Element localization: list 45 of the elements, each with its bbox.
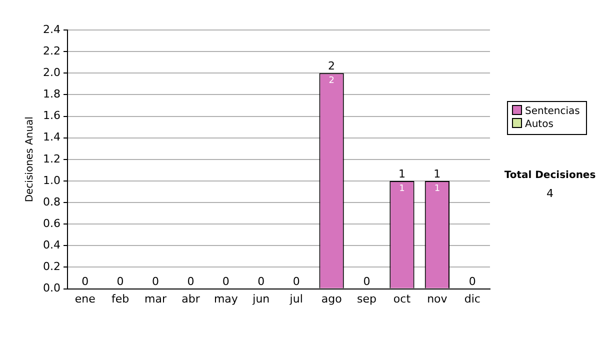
total-label: 0	[468, 275, 476, 288]
y-tick-label: 2.2	[42, 44, 60, 58]
x-tick-label: nov	[427, 292, 448, 306]
total-label: 0	[222, 275, 230, 288]
legend-label: Autos	[524, 118, 554, 131]
data-label: 1	[399, 184, 405, 194]
x-tick-label: ene	[74, 292, 96, 306]
total-label: 2	[328, 59, 336, 72]
total-label: 0	[187, 275, 194, 288]
text: 4	[546, 187, 554, 200]
y-tick-label: 1.6	[42, 109, 60, 122]
data-label: 2	[328, 76, 334, 86]
y-tick-label: 1.4	[42, 130, 60, 144]
x-tick-label: jul	[288, 292, 303, 306]
y-tick-label: 1.2	[42, 152, 60, 166]
total-label: 0	[258, 275, 265, 288]
x-tick-label: sep	[357, 292, 377, 306]
y-tick-label: 0.4	[42, 238, 60, 252]
data-label: 1	[434, 184, 440, 194]
y-tick-label: 0.2	[42, 260, 60, 274]
y-axis-title: Decisiones Anual	[24, 116, 36, 202]
x-tick-label: dic	[464, 292, 480, 306]
x-tick-label: may	[214, 292, 238, 306]
y-tick-label: 0.0	[42, 282, 60, 295]
x-tick-label: oct	[393, 292, 412, 306]
x-tick-label: abr	[182, 292, 200, 306]
y-tick-label: 2.4	[42, 22, 60, 36]
legend-label: Sentencias	[524, 105, 580, 118]
x-tick-label: feb	[111, 292, 130, 306]
x-tick-label: ago	[321, 292, 342, 306]
text: Total Decisiones	[503, 170, 597, 181]
y-tick-label: 1.0	[42, 174, 60, 187]
x-tick-label: mar	[144, 292, 167, 306]
y-tick-label: 2.0	[42, 66, 60, 79]
y-tick-label: 1.8	[42, 88, 60, 101]
total-label: 0	[363, 275, 370, 288]
total-label: 0	[292, 275, 300, 288]
total-label: 1	[398, 167, 406, 180]
x-tick-label: jun	[252, 292, 270, 306]
total-label: 0	[152, 275, 160, 288]
y-tick-label: 0.6	[42, 216, 60, 230]
total-label: 0	[82, 275, 89, 288]
total-label: 1	[434, 167, 441, 180]
total-label: 0	[116, 275, 124, 288]
y-tick-label: 0.8	[42, 195, 60, 208]
